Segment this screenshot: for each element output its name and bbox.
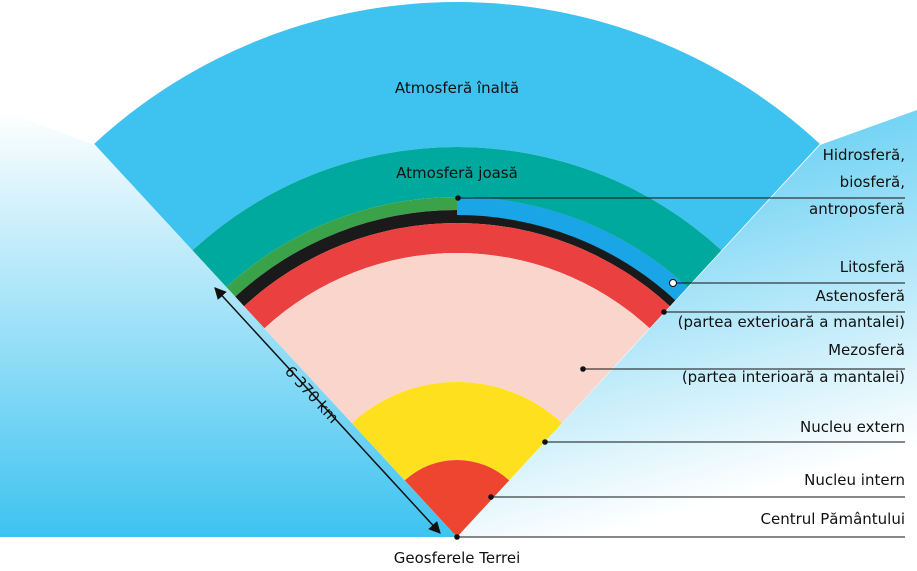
callout-dot	[455, 195, 461, 201]
callout-dot	[661, 309, 667, 315]
callout-label: Mezosferă	[828, 341, 905, 359]
callout-dot	[542, 439, 548, 445]
callout-label: Nucleu intern	[804, 471, 905, 489]
callout-label: (partea interioară a mantalei)	[682, 368, 905, 386]
callout-dot	[580, 366, 586, 372]
layer	[244, 222, 670, 329]
layer	[94, 1, 820, 251]
callout-label: biosferă,	[840, 173, 905, 191]
caption: Geosferele Terrei	[394, 549, 521, 567]
radius-arrow	[214, 287, 441, 534]
layer-label: Atmosferă joasă	[396, 164, 518, 182]
callout-label: Astenosferă	[815, 287, 905, 305]
callout-label: antroposferă	[809, 200, 905, 218]
callout-dot	[669, 279, 677, 287]
callout-label: (partea exterioară a mantalei)	[678, 313, 905, 331]
callout-label: Nucleu extern	[800, 418, 905, 436]
callouts: Hidrosferă, biosferă, antroposferă Litosfer…	[454, 146, 905, 540]
hydrosphere-band	[457, 197, 688, 301]
callout-dot	[454, 534, 460, 540]
callout-label: Hidrosferă,	[823, 146, 905, 164]
background-right	[457, 110, 917, 537]
callout-label: Litosferă	[840, 258, 905, 276]
layer-label: Atmosferă înaltă	[395, 79, 519, 97]
callout-dot	[488, 494, 494, 500]
callout-label: Centrul Pământului	[761, 510, 905, 528]
wedge	[94, 1, 820, 537]
layer	[192, 147, 722, 288]
